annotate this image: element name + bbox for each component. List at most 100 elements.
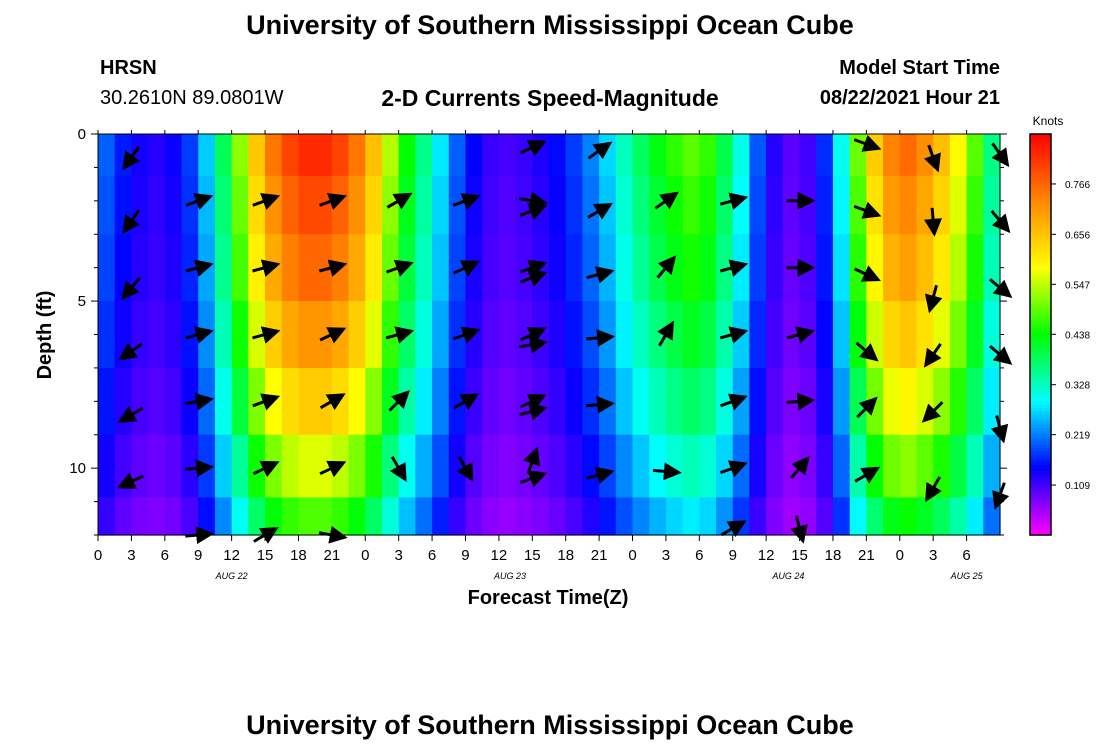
heatmap-cell <box>532 175 550 235</box>
colorbar-segment <box>1030 441 1051 446</box>
heatmap-cell <box>281 301 300 369</box>
current-vector <box>319 327 347 344</box>
heatmap-cell <box>164 234 183 302</box>
heatmap-cell <box>549 497 567 536</box>
day-label: AUG 24 <box>771 571 804 581</box>
heatmap-cell <box>766 134 784 177</box>
heatmap-cell <box>649 367 667 436</box>
heatmap-cell <box>749 367 767 436</box>
heatmap-cell <box>799 134 817 177</box>
colorbar-segment <box>1030 361 1051 366</box>
colorbar-segment <box>1030 244 1051 249</box>
heatmap-cell <box>866 134 884 177</box>
heatmap-cell <box>432 497 450 536</box>
colorbar-segment <box>1030 217 1051 222</box>
colorbar-segment <box>1030 250 1051 255</box>
heatmap-cell <box>549 234 567 302</box>
heatmap-cell <box>866 497 884 536</box>
current-vector <box>719 259 749 277</box>
colorbar-segment <box>1030 277 1051 282</box>
heatmap-cell <box>665 175 684 235</box>
colorbar-segment <box>1030 464 1051 469</box>
heatmap-cell <box>98 234 116 302</box>
heatmap-cell <box>716 234 734 302</box>
colorbar-tick-label: 0.547 <box>1065 280 1090 291</box>
heatmap-cell <box>866 234 884 302</box>
colorbar-segment <box>1030 157 1051 162</box>
x-tick-label: 12 <box>491 547 508 564</box>
colorbar-segment <box>1030 147 1051 152</box>
page-title: University of Southern Mississippi Ocean… <box>246 10 854 40</box>
heatmap-cell <box>214 367 233 436</box>
current-vector <box>523 446 541 475</box>
current-vector <box>652 462 682 481</box>
heatmap-cell <box>565 175 583 235</box>
current-vector <box>720 520 747 538</box>
current-vector <box>386 192 413 210</box>
heatmap-cell <box>315 301 333 369</box>
heatmap-cell <box>615 134 634 177</box>
heatmap-cell <box>482 434 500 499</box>
heatmap-cell <box>766 234 784 302</box>
heatmap-cell <box>498 434 517 499</box>
heatmap-cell <box>365 301 383 369</box>
heatmap-cell <box>565 497 583 536</box>
heatmap-cell <box>682 434 700 499</box>
x-tick-label: 6 <box>161 547 169 564</box>
heatmap-cell <box>599 301 617 369</box>
colorbar-segment <box>1030 174 1051 179</box>
heatmap-cell <box>465 134 483 177</box>
x-tick-label: 15 <box>524 547 541 564</box>
heatmap-cell <box>248 234 266 302</box>
heatmap-cell <box>933 367 951 436</box>
heatmap-cell <box>148 497 166 536</box>
heatmap-cell <box>248 434 266 499</box>
heatmap-cell <box>983 134 1001 177</box>
heatmap-cell <box>181 497 199 536</box>
heatmap-cell <box>632 434 650 499</box>
heatmap-cell <box>665 367 684 436</box>
heatmap-cell <box>883 301 901 369</box>
heatmap-cell <box>348 175 366 235</box>
heatmap-cell <box>281 434 300 499</box>
current-vector <box>319 393 346 411</box>
heatmap-cell <box>498 497 517 536</box>
colorbar-segment <box>1030 341 1051 346</box>
heatmap-cell <box>582 234 600 302</box>
heatmap-cell <box>398 175 416 235</box>
heatmap-cell <box>148 301 166 369</box>
heatmap-cell <box>131 175 149 235</box>
colorbar-segment <box>1030 521 1051 526</box>
heatmap-cell <box>866 434 884 499</box>
heatmap-cell <box>699 134 717 177</box>
colorbar-segment <box>1030 314 1051 319</box>
day-label: AUG 23 <box>493 571 526 581</box>
station-coordinates: 30.2610N 89.0801W <box>100 87 284 109</box>
colorbar-segment <box>1030 220 1051 225</box>
current-vector <box>385 326 415 344</box>
colorbar-segment <box>1030 488 1051 493</box>
heatmap-cell <box>281 134 300 177</box>
current-vector <box>519 269 548 287</box>
heatmap-cell <box>448 367 467 436</box>
heatmap-cell <box>649 134 667 177</box>
colorbar-segment <box>1030 394 1051 399</box>
heatmap-cell <box>916 367 934 436</box>
colorbar-segment <box>1030 187 1051 192</box>
colorbar-segment <box>1030 304 1051 309</box>
heatmap-cell <box>381 367 400 436</box>
heatmap-cell <box>365 434 383 499</box>
heatmap-cell <box>816 497 834 536</box>
heatmap-cell <box>432 367 450 436</box>
colorbar-segment <box>1030 494 1051 499</box>
colorbar-segment <box>1030 257 1051 262</box>
heatmap-cell <box>916 434 934 499</box>
current-vector <box>389 456 407 482</box>
current-vector <box>719 326 749 344</box>
colorbar-segment <box>1030 267 1051 272</box>
heatmap-cell <box>198 134 216 177</box>
current-vector <box>586 395 616 414</box>
heatmap-cell <box>515 134 533 177</box>
current-vector <box>853 134 882 152</box>
colorbar-segment <box>1030 234 1051 239</box>
